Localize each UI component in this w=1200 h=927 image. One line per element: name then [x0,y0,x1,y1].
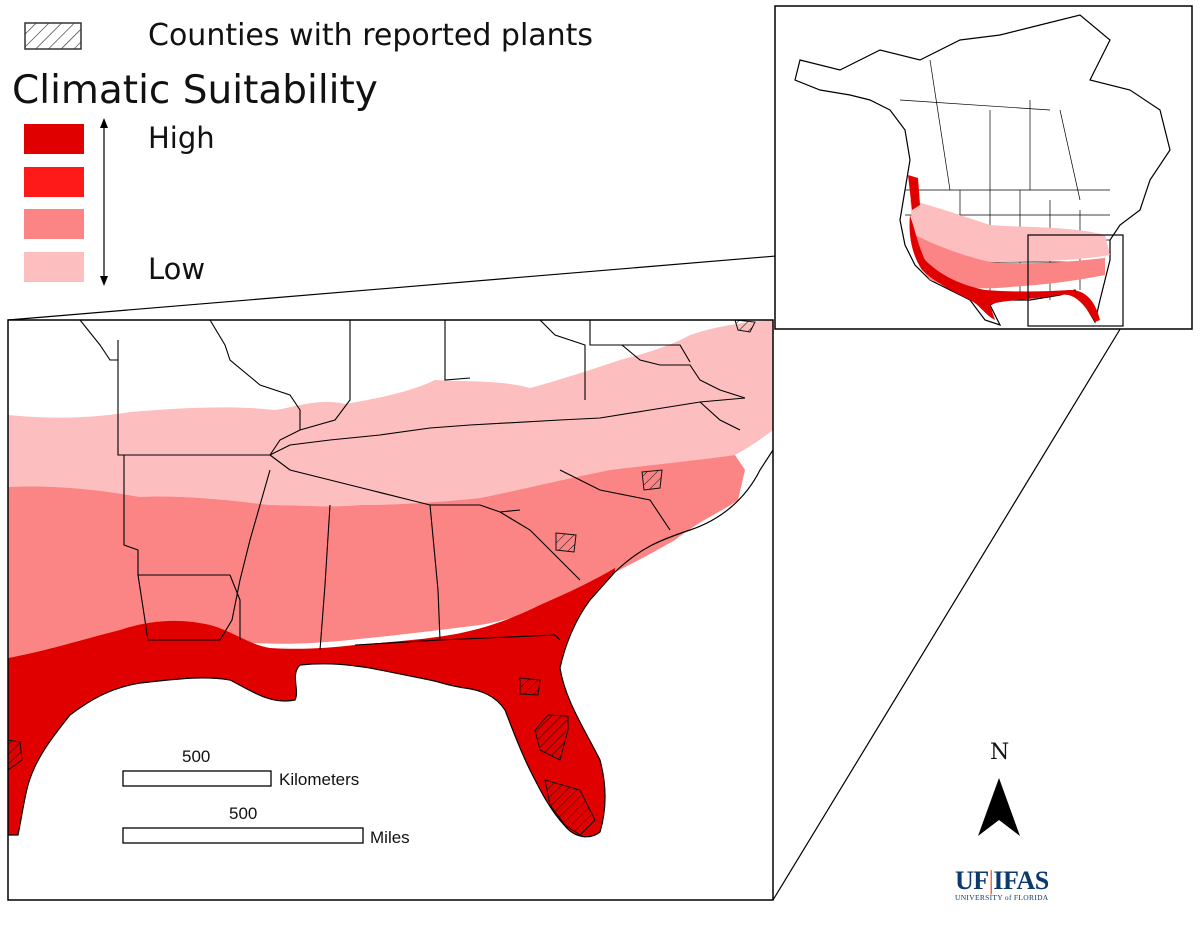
inset-map [775,6,1192,329]
legend-swatch-class-4 [24,124,84,154]
hatch-legend-label: Counties with reported plants [148,18,594,53]
inset-map-frame [774,5,1193,330]
scalebar-km [122,770,272,787]
leader-line-bottom [772,325,1123,901]
legend-double-arrow-icon [100,118,108,286]
scalebar-mi-unit: Miles [370,828,410,847]
legend-high-label: High [148,121,215,155]
legend-low-label: Low [148,252,206,286]
scalebar-mi [122,827,364,844]
legend-swatch-class-1 [24,252,84,282]
legend-swatch-class-2 [24,209,84,239]
north-arrow-icon [978,778,1020,836]
ufifas-logo: UF|IFAS [955,866,1049,895]
hatched-counties [8,320,756,836]
state-boundaries [79,320,746,651]
coastline [8,449,773,838]
scalebar-mi-value: 500 [229,804,258,823]
inset-zoom-box [1027,234,1124,327]
zone-low [8,320,773,507]
hatch-legend-swatch [24,22,82,50]
scalebar-km-unit: Kilometers [279,770,360,789]
north-arrow-label: N [990,740,1010,765]
ufifas-logo-subtitle: UNIVERSITY of FLORIDA [955,893,1049,902]
scalebar-km-value: 500 [182,747,211,766]
legend-title: Climatic Suitability [12,68,378,113]
legend-swatch-class-3 [24,167,84,197]
zone-high [8,568,615,837]
main-map-frame [7,319,774,901]
zone-medium [8,455,745,658]
